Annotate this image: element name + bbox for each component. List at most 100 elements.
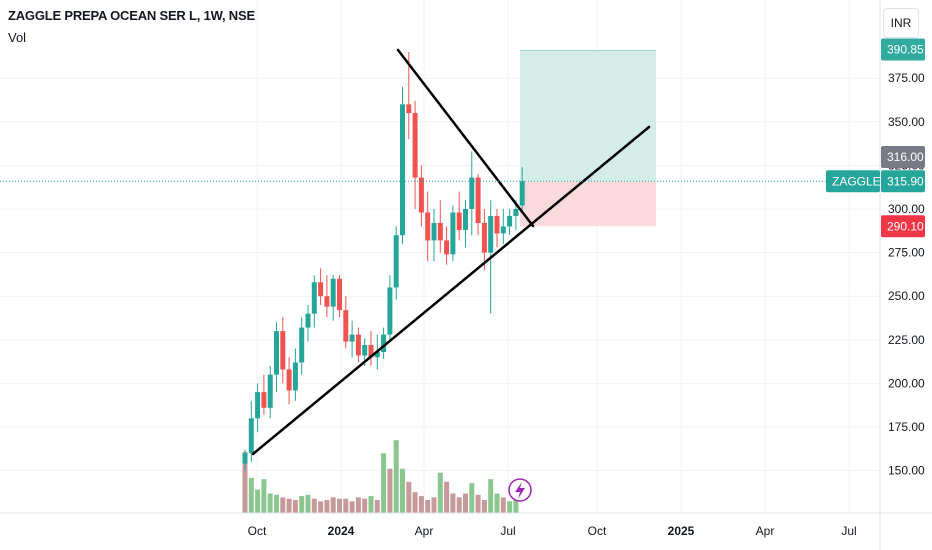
candle-body xyxy=(261,392,267,408)
volume-bar xyxy=(494,493,500,513)
price-tick-label: 150.00 xyxy=(888,464,925,478)
trendline-lower xyxy=(251,125,651,456)
volume-bar xyxy=(355,497,361,513)
price-tick-label: 250.00 xyxy=(888,289,925,303)
price-tick-label: 300.00 xyxy=(888,202,925,216)
volume-bar xyxy=(469,483,475,513)
lightning-bolt-icon[interactable] xyxy=(508,478,532,502)
price-tick-label: 275.00 xyxy=(888,246,925,260)
volume-indicator-label[interactable]: Vol xyxy=(8,30,27,45)
last-price-tag: 315.90 xyxy=(887,174,924,188)
price-316-tag: 316.00 xyxy=(887,150,924,164)
volume-bar xyxy=(305,494,311,513)
price-tick-label: 225.00 xyxy=(888,333,925,347)
candle-body xyxy=(267,374,273,408)
candle-body xyxy=(425,212,431,241)
candle-body xyxy=(412,113,418,178)
candle-body xyxy=(437,222,443,241)
time-axis[interactable]: Oct 2024 Apr Jul Oct 2025 Apr Jul xyxy=(0,512,932,538)
time-tick-label: Jul xyxy=(500,524,515,538)
candle-body xyxy=(469,177,475,209)
volume-bar xyxy=(431,497,437,513)
candle-body xyxy=(299,327,305,363)
chart-grid xyxy=(0,0,880,513)
price-tick-label: 375.00 xyxy=(888,71,925,85)
volume-bar xyxy=(444,481,450,513)
volume-bar xyxy=(450,493,456,513)
candle-body xyxy=(349,334,355,342)
candle-body xyxy=(519,181,525,206)
candle-body xyxy=(393,235,399,288)
volume-bar xyxy=(500,497,506,513)
candle-body xyxy=(242,453,248,464)
time-tick-label: 2025 xyxy=(668,524,695,538)
volume-bar xyxy=(280,497,286,513)
price-axis[interactable]: 375.00350.00325.00300.00275.00250.00225.… xyxy=(879,0,925,550)
target-zone xyxy=(520,50,656,182)
trendline-upper xyxy=(396,48,535,228)
volume-bar xyxy=(349,501,355,513)
volume-bar xyxy=(381,453,387,513)
volume-bar xyxy=(362,498,368,513)
price-316-tag-bg xyxy=(881,146,925,168)
candle-body xyxy=(286,369,292,391)
currency-button[interactable]: INR xyxy=(883,8,919,38)
last-price-tag-bg xyxy=(881,170,925,193)
candle-body xyxy=(324,296,330,307)
target-price-tag-bg xyxy=(881,38,925,61)
volume-bar xyxy=(286,498,292,513)
volume-bar xyxy=(475,494,481,513)
price-tick-label: 350.00 xyxy=(888,115,925,129)
time-tick-label: Oct xyxy=(248,524,267,538)
price-candles xyxy=(242,52,525,471)
candle-body xyxy=(463,209,468,230)
candle-body xyxy=(450,212,456,255)
time-tick-label: Jul xyxy=(841,524,856,538)
time-tick-label: 2024 xyxy=(328,524,355,538)
volume-bar xyxy=(400,468,405,513)
candle-body xyxy=(255,392,261,419)
price-tick-label: 200.00 xyxy=(888,376,925,390)
candle-body xyxy=(444,240,450,255)
time-tick-label: Apr xyxy=(756,524,775,538)
volume-bar xyxy=(255,489,261,513)
candle-body xyxy=(280,331,286,370)
candle-body xyxy=(488,215,494,253)
candle-body xyxy=(318,282,324,297)
candle-body xyxy=(400,104,405,236)
position-zones xyxy=(520,50,656,227)
volume-bar xyxy=(488,479,494,513)
time-tick-label: Oct xyxy=(588,524,607,538)
volume-bar xyxy=(299,496,305,513)
stop-zone xyxy=(520,181,656,227)
volume-bar xyxy=(248,477,254,513)
trend-lines xyxy=(251,48,651,456)
price-tags: 390.85 316.00 315.90 ZAGGLE 290.10 xyxy=(826,38,925,238)
candle-body xyxy=(500,226,506,234)
candle-body xyxy=(368,345,374,358)
volume-bar xyxy=(337,498,342,513)
candle-body xyxy=(481,222,487,253)
candle-body xyxy=(431,222,437,241)
volume-bar xyxy=(437,472,443,513)
volume-bars xyxy=(242,440,519,513)
candle-body xyxy=(362,345,368,356)
candle-body xyxy=(418,177,424,213)
volume-bar xyxy=(387,468,393,513)
symbol-tag-bg xyxy=(826,170,880,193)
volume-bar xyxy=(412,492,418,513)
volume-bar xyxy=(374,500,380,513)
volume-bar xyxy=(393,440,399,513)
volume-bar xyxy=(311,498,317,513)
volume-bar xyxy=(481,500,487,513)
volume-bar xyxy=(418,496,424,513)
symbol-tag: ZAGGLE xyxy=(832,174,881,188)
candle-body xyxy=(406,104,412,114)
volume-bar xyxy=(343,498,349,513)
candle-body xyxy=(343,310,349,342)
volume-bar xyxy=(507,501,513,513)
volume-bar xyxy=(406,481,412,513)
candle-body xyxy=(456,212,462,230)
candle-body xyxy=(513,209,519,216)
